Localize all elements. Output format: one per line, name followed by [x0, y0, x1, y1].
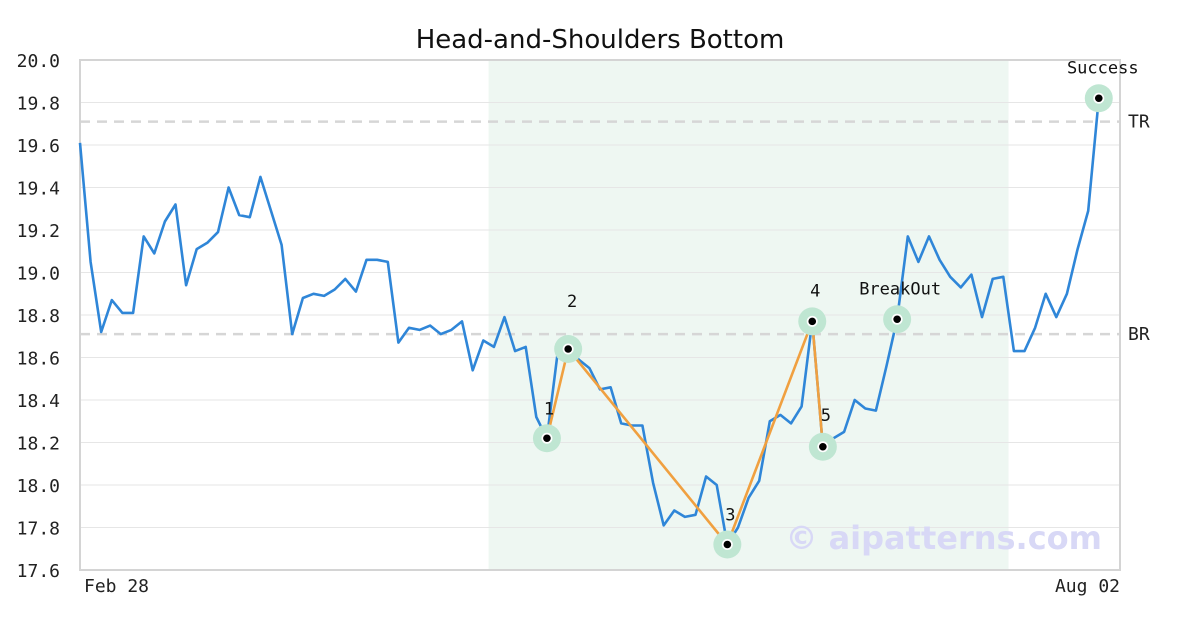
event-breakout-label: BreakOut — [859, 279, 941, 299]
pattern-point-3-dot — [723, 540, 732, 549]
price-line — [78, 98, 1101, 546]
pattern-point-4-label: 4 — [810, 281, 820, 301]
y-tick-label-3: 18.2 — [17, 434, 60, 455]
level-label-tr: TR — [1128, 112, 1150, 133]
chart-title: Head-and-Shoulders Bottom — [416, 25, 785, 55]
pattern-point-3-label: 3 — [725, 506, 735, 526]
y-tick-label-11: 19.8 — [17, 94, 60, 115]
y-tick-label-6: 18.8 — [17, 306, 60, 327]
y-tick-label-4: 18.4 — [17, 391, 60, 412]
x-tick-label-start: Feb 28 — [84, 576, 149, 597]
y-tick-label-0: 17.6 — [17, 561, 60, 582]
price-series-layer — [78, 98, 1101, 546]
plot-frame — [79, 59, 1121, 571]
y-tick-label-5: 18.6 — [17, 349, 60, 370]
event-success-label: Success — [1067, 58, 1139, 78]
y-tick-label-2: 18.0 — [17, 476, 60, 497]
grid-layer — [80, 59, 1120, 571]
y-tick-label-7: 19.0 — [17, 264, 60, 285]
pattern-point-2-label: 2 — [567, 292, 577, 312]
pattern-point-4-dot — [808, 317, 817, 326]
pattern-point-1-dot — [543, 434, 551, 443]
watermark: © aipatterns.com — [785, 519, 1102, 557]
pattern-point-5-label: 5 — [821, 406, 831, 426]
event-breakout-dot — [893, 315, 901, 324]
y-tick-label-1: 17.8 — [17, 519, 60, 540]
pattern-point-5-dot — [819, 442, 827, 451]
level-label-br: BR — [1128, 324, 1150, 345]
y-tick-label-12: 20.0 — [17, 51, 60, 72]
y-tick-label-10: 19.6 — [17, 136, 60, 157]
level-lines-layer: TR BR — [80, 112, 1150, 345]
y-tick-label-8: 19.2 — [17, 221, 60, 242]
y-tick-label-9: 19.4 — [17, 179, 60, 200]
markers-layer: 1 2 3 4 5 BreakOut Success — [532, 58, 1139, 559]
pattern-point-2-dot — [564, 345, 572, 353]
x-tick-label-end: Aug 02 — [1055, 576, 1120, 597]
pattern-point-1-label: 1 — [544, 399, 554, 419]
event-success-dot — [1094, 94, 1103, 103]
y-axis-tick-labels: 17.6 17.8 18.0 18.2 18.4 18.6 18.8 19.0 19.2 19.4… — [17, 51, 60, 582]
x-axis-tick-labels: Feb 28 Aug 02 — [84, 576, 1120, 597]
